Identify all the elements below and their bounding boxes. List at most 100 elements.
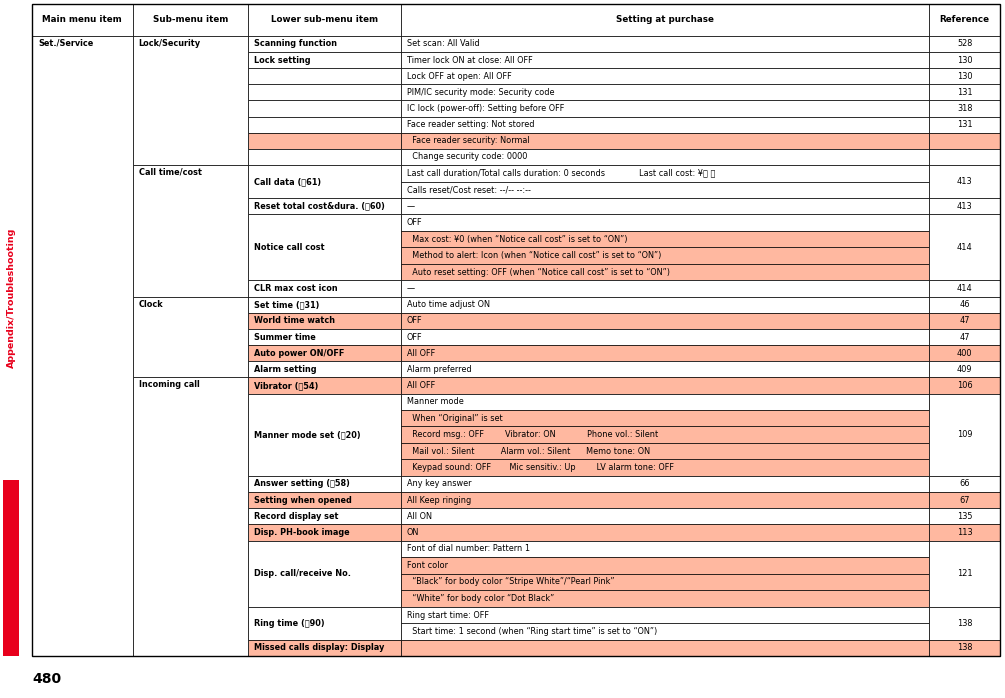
Text: 409: 409 [957,365,973,374]
Text: —: — [407,284,415,293]
Text: Ring time (Ⓐ90): Ring time (Ⓐ90) [254,619,325,628]
Bar [248,214,401,281]
Text: 130: 130 [957,56,973,64]
Bar [930,84,1000,101]
Text: 47: 47 [960,316,970,325]
Text: Calls reset/Cost reset: --/-- --:--: Calls reset/Cost reset: --/-- --:-- [407,186,531,194]
Bar [401,574,930,591]
Bar [401,378,930,394]
Text: All ON: All ON [407,512,432,521]
Text: OFF: OFF [407,316,422,325]
Text: 109: 109 [957,430,973,439]
Text: 130: 130 [957,72,973,81]
Bar [401,540,930,557]
Bar [930,214,1000,281]
Text: Summer time: Summer time [254,332,316,341]
Bar [133,378,248,656]
Bar [248,378,401,394]
Bar [930,281,1000,297]
Text: Vibrator (Ⓐ54): Vibrator (Ⓐ54) [254,381,319,390]
Bar [401,476,930,492]
Text: Missed calls display: Display: Missed calls display: Display [254,644,384,653]
Text: “Black” for body color “Stripe White”/“Pearl Pink”: “Black” for body color “Stripe White”/“P… [407,577,614,586]
Text: 414: 414 [957,284,973,293]
Text: 131: 131 [957,88,973,97]
Text: IC lock (power-off): Setting before OFF: IC lock (power-off): Setting before OFF [407,104,564,113]
Text: Alarm setting: Alarm setting [254,365,317,374]
Bar [930,36,1000,52]
Bar [248,492,401,508]
Bar [248,133,401,149]
Text: Reset total cost&dura. (Ⓐ60): Reset total cost&dura. (Ⓐ60) [254,202,385,211]
Bar [248,362,401,378]
Bar [401,133,930,149]
Bar [248,117,401,133]
Bar [3,480,19,656]
Text: Reference: Reference [940,15,990,24]
Text: Set scan: All Valid: Set scan: All Valid [407,39,479,48]
Text: Mail vol.: Silent          Alarm vol.: Silent      Memo tone: ON: Mail vol.: Silent Alarm vol.: Silent Mem… [407,447,650,456]
Text: 67: 67 [960,496,970,505]
Text: Face reader security: Normal: Face reader security: Normal [407,136,530,145]
Bar [930,4,1000,36]
Bar [248,281,401,297]
Bar [248,198,401,214]
Bar [930,640,1000,656]
Bar [401,410,930,426]
Bar [401,524,930,540]
Bar [32,36,133,656]
Text: Answer setting (Ⓐ58): Answer setting (Ⓐ58) [254,480,350,489]
Bar [401,264,930,281]
Text: Appendix/Troubleshooting: Appendix/Troubleshooting [6,228,15,368]
Text: OFF: OFF [407,332,422,341]
Text: Change security code: 0000: Change security code: 0000 [407,152,528,161]
Bar [930,68,1000,84]
Text: Lock/Security: Lock/Security [139,39,201,47]
Bar [930,476,1000,492]
Bar [248,52,401,68]
Text: Font color: Font color [407,561,448,570]
Text: 138: 138 [957,619,973,628]
Text: All OFF: All OFF [407,349,435,357]
Bar [248,540,401,607]
Bar [248,476,401,492]
Bar [401,591,930,607]
Bar [248,297,401,313]
Bar [401,297,930,313]
Bar [401,508,930,524]
Bar [401,84,930,101]
Text: Setting at purchase: Setting at purchase [616,15,714,24]
Text: All Keep ringing: All Keep ringing [407,496,471,505]
Bar [248,524,401,540]
Text: Sub-menu item: Sub-menu item [153,15,228,24]
Text: World time watch: World time watch [254,316,335,325]
Bar [401,329,930,345]
Text: Manner mode set (Ⓐ20): Manner mode set (Ⓐ20) [254,430,361,439]
Text: PIM/IC security mode: Security code: PIM/IC security mode: Security code [407,88,555,97]
Bar [401,165,930,181]
Bar [930,297,1000,313]
Bar [248,329,401,345]
Bar [401,492,930,508]
Bar [401,117,930,133]
Text: Set./Service: Set./Service [38,39,93,47]
Bar [930,52,1000,68]
Bar [930,198,1000,214]
Text: Scanning function: Scanning function [254,39,337,48]
Text: 46: 46 [960,300,970,309]
Text: Timer lock ON at close: All OFF: Timer lock ON at close: All OFF [407,56,533,64]
Text: Disp. PH-book image: Disp. PH-book image [254,528,350,537]
Text: Auto power ON/OFF: Auto power ON/OFF [254,349,345,357]
Bar [930,133,1000,149]
Bar [248,36,401,52]
Text: 400: 400 [957,349,973,357]
Text: 413: 413 [957,202,973,211]
Bar [248,149,401,165]
Bar [401,36,930,52]
Bar [401,247,930,264]
Bar [401,345,930,362]
Text: Lock setting: Lock setting [254,56,311,64]
Bar [401,557,930,574]
Text: Record msg.: OFF        Vibrator: ON            Phone vol.: Silent: Record msg.: OFF Vibrator: ON Phone vol.… [407,430,658,439]
Text: Last call duration/Total calls duration: 0 seconds             Last call cost: ¥: Last call duration/Total calls duration:… [407,169,716,178]
